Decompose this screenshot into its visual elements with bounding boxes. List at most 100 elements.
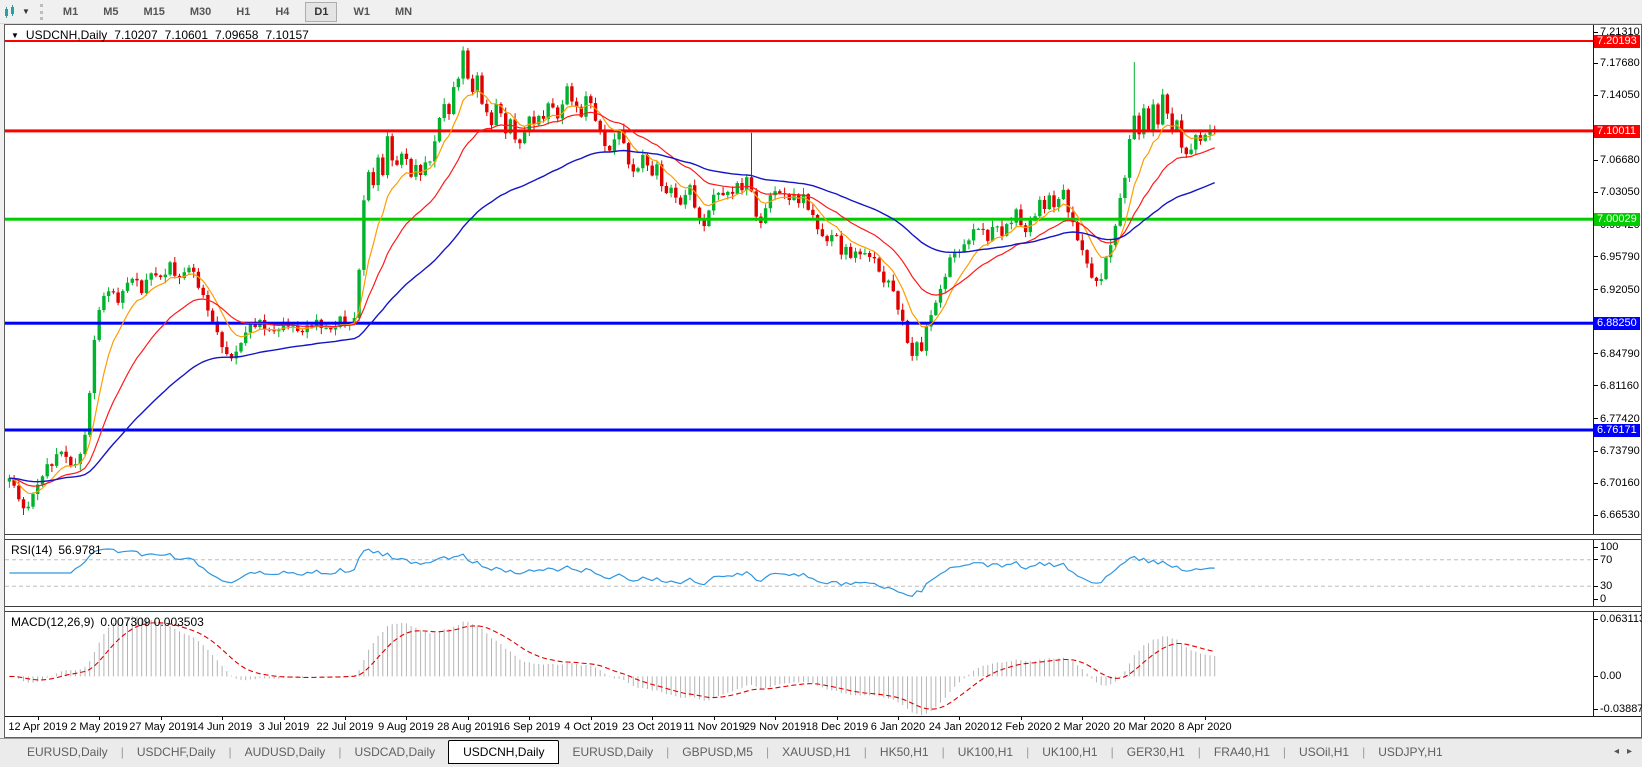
tab-scroll-left-icon[interactable]: ◂	[1613, 745, 1619, 757]
chart-tab-usdchf-daily[interactable]: USDCHF,Daily	[136, 745, 216, 759]
tab-separator: |	[941, 745, 945, 759]
rsi-tick-label: 70	[1594, 554, 1612, 566]
date-tick-mark	[529, 717, 530, 720]
date-label: 2 May 2019	[70, 721, 128, 733]
date-tick-mark	[99, 717, 100, 720]
timeframe-toolbar: ▼ M1 M5 M15 M30 H1 H4 D1 W1 MN	[0, 0, 1642, 24]
date-tick-mark	[1082, 717, 1083, 720]
date-label: 9 Aug 2019	[378, 721, 434, 733]
rsi-canvas[interactable]	[5, 540, 1593, 606]
tab-scroll-controls: ◂ ▸	[1604, 739, 1642, 763]
timeframe-button-m15[interactable]: M15	[143, 5, 165, 18]
price-tick-label: 7.03050	[1594, 186, 1640, 198]
tab-scroll-right-icon[interactable]: ▸	[1626, 745, 1632, 757]
timeframe-button-m5[interactable]: M5	[103, 5, 119, 18]
timeframe-button-mn[interactable]: MN	[394, 5, 413, 18]
quote-low: 7.09658	[215, 28, 259, 42]
macd-tick-label: 0.00	[1594, 670, 1621, 682]
macd-indicator-name: MACD(12,26,9)	[11, 615, 95, 629]
timeframe-button-h1[interactable]: H1	[236, 5, 251, 18]
hline-price-label: 6.88250	[1594, 317, 1640, 331]
macd-tick-label: 0.063113	[1594, 613, 1642, 625]
main-chart-canvas[interactable]	[5, 25, 1593, 534]
hline-price-label: 6.76171	[1594, 423, 1640, 437]
date-label: 23 Oct 2019	[622, 721, 682, 733]
tab-separator: |	[1110, 745, 1114, 759]
chart-tab-uk100-h1[interactable]: UK100,H1	[957, 745, 1014, 759]
chart-title: ▼ USDCNH,Daily 7.10207 7.10601 7.09658 7…	[11, 28, 309, 42]
date-label: 4 Oct 2019	[564, 721, 618, 733]
quote-open: 7.10207	[114, 28, 158, 42]
tab-separator: |	[1362, 745, 1366, 759]
date-tick-mark	[652, 717, 653, 720]
date-tick-mark	[959, 717, 960, 720]
macd-scale[interactable]: 0.063113 0.00 -0.038872	[1593, 612, 1642, 716]
rsi-indicator-name: RSI(14)	[11, 543, 53, 557]
price-tick-label: 6.81160	[1594, 380, 1639, 392]
date-label: 11 Nov 2019	[683, 721, 745, 733]
date-label: 20 Mar 2020	[1113, 721, 1175, 733]
date-tick-mark	[38, 717, 39, 720]
timeframe-button-m30[interactable]: M30	[189, 5, 212, 18]
date-tick-mark	[837, 717, 838, 720]
timeframe-button-d1[interactable]: D1	[305, 1, 338, 22]
chart-tab-ger30-h1[interactable]: GER30,H1	[1126, 745, 1185, 759]
date-tick-mark	[345, 717, 346, 720]
panel-resize-divider[interactable]	[5, 606, 1641, 612]
date-scale[interactable]: 12 Apr 2019 2 May 2019 27 May 2019 14 Jun 2…	[5, 716, 1641, 737]
chart-tab-usoil-h1[interactable]: USOil,H1	[1299, 745, 1350, 759]
rsi-panel: RSI(14) 56.9781 100 70 30 0	[5, 540, 1641, 606]
chart-type-icon[interactable]	[1, 4, 21, 20]
chart-symbol-period: USDCNH,Daily	[25, 28, 108, 42]
macd-tick-label: -0.038872	[1594, 703, 1642, 715]
date-label: 29 Nov 2019	[743, 721, 807, 733]
macd-panel: MACD(12,26,9) 0.007309 0.003503 0.063113…	[5, 612, 1642, 716]
date-label: 6 Jan 2020	[870, 721, 926, 733]
chart-tab-usdjpy-h1[interactable]: USDJPY,H1	[1378, 745, 1443, 759]
price-tick-label: 6.84790	[1594, 348, 1640, 360]
date-label: 12 Apr 2019	[8, 721, 68, 733]
date-label: 2 Mar 2020	[1054, 721, 1110, 733]
chart-tab-fra40-h1[interactable]: FRA40,H1	[1213, 745, 1270, 759]
date-tick-mark	[1205, 717, 1206, 720]
chart-tab-eurusd-daily[interactable]: EURUSD,Daily	[27, 745, 108, 759]
chart-tab-audusd-daily[interactable]: AUDUSD,Daily	[244, 745, 326, 759]
price-scale[interactable]: 7.213107.176807.140507.066807.030506.994…	[1593, 25, 1641, 534]
chart-tab-usdcad-daily[interactable]: USDCAD,Daily	[354, 745, 436, 759]
date-tick-mark	[222, 717, 223, 720]
chart-tab-eurusd-daily[interactable]: EURUSD,Daily	[572, 745, 654, 759]
chart-tab-gbpusd-m5[interactable]: GBPUSD,M5	[682, 745, 753, 759]
date-tick-mark	[468, 717, 469, 720]
timeframe-button-w1[interactable]: W1	[353, 5, 370, 18]
timeframe-button-h4[interactable]: H4	[275, 5, 290, 18]
panel-resize-divider[interactable]	[5, 534, 1641, 540]
chart-type-dropdown-caret[interactable]: ▼	[22, 7, 30, 16]
macd-canvas[interactable]	[5, 612, 1593, 716]
date-label: 28 Aug 2019	[437, 721, 499, 733]
hline-price-label: 7.20193	[1594, 34, 1640, 48]
rsi-scale[interactable]: 100 70 30 0	[1593, 540, 1641, 606]
date-tick-mark	[1144, 717, 1145, 720]
chart-tab-xauusd-h1[interactable]: XAUUSD,H1	[782, 745, 851, 759]
date-tick-mark	[898, 717, 899, 720]
date-tick-mark	[714, 717, 715, 720]
tab-separator: |	[1026, 745, 1030, 759]
timeframe-button-m1[interactable]: M1	[62, 5, 79, 18]
chart-tabs: EURUSD,Daily | USDCHF,Daily | AUDUSD,Daily | U…	[14, 740, 1456, 764]
chart-tab-uk100-h1[interactable]: UK100,H1	[1042, 745, 1098, 759]
date-label: 22 Jul 2019	[316, 721, 374, 733]
date-label: 12 Feb 2020	[990, 721, 1052, 733]
chart-tab-hk50-h1[interactable]: HK50,H1	[879, 745, 929, 759]
price-tick-label: 6.92050	[1594, 284, 1640, 296]
toolbar-grip	[39, 3, 46, 20]
price-tick-label: 6.66530	[1594, 509, 1640, 521]
quote-high: 7.10601	[164, 28, 209, 42]
rsi-header: RSI(14) 56.9781	[11, 543, 102, 557]
chart-tab-bar: EURUSD,Daily | USDCHF,Daily | AUDUSD,Daily | U…	[0, 738, 1642, 767]
date-label: 8 Apr 2020	[1178, 721, 1232, 733]
price-tick-label: 6.95790	[1594, 251, 1640, 263]
chart-tab-usdcnh-daily[interactable]: USDCNH,Daily	[448, 740, 560, 764]
date-tick-mark	[591, 717, 592, 720]
window-menu-triangle[interactable]: ▼	[11, 30, 19, 40]
